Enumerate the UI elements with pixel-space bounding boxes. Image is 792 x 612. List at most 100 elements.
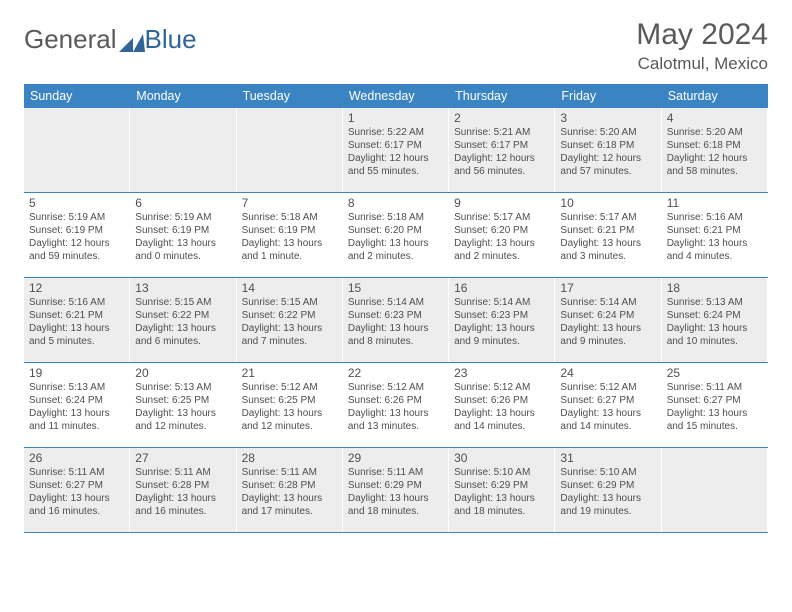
day-cell: 17Sunrise: 5:14 AMSunset: 6:24 PMDayligh… [555, 278, 661, 362]
sunset-line: Sunset: 6:21 PM [29, 310, 124, 323]
daylight-line: Daylight: 12 hours and 55 minutes. [348, 153, 443, 179]
day-cell: 2Sunrise: 5:21 AMSunset: 6:17 PMDaylight… [449, 108, 555, 192]
day-cell [662, 448, 768, 532]
day-cell: 3Sunrise: 5:20 AMSunset: 6:18 PMDaylight… [555, 108, 661, 192]
daylight-line: Daylight: 13 hours and 3 minutes. [560, 238, 655, 264]
calendar: SundayMondayTuesdayWednesdayThursdayFrid… [24, 84, 768, 533]
sunset-line: Sunset: 6:20 PM [454, 225, 549, 238]
day-number: 10 [560, 196, 655, 211]
dow-tuesday: Tuesday [237, 84, 343, 108]
sunrise-line: Sunrise: 5:10 AM [454, 467, 549, 480]
sunset-line: Sunset: 6:26 PM [348, 395, 443, 408]
sunrise-line: Sunrise: 5:10 AM [560, 467, 655, 480]
day-number: 28 [242, 451, 337, 466]
location: Calotmul, Mexico [636, 54, 768, 74]
day-number: 2 [454, 111, 549, 126]
sunset-line: Sunset: 6:17 PM [454, 140, 549, 153]
day-cell: 15Sunrise: 5:14 AMSunset: 6:23 PMDayligh… [343, 278, 449, 362]
sunrise-line: Sunrise: 5:13 AM [667, 297, 762, 310]
sunrise-line: Sunrise: 5:12 AM [560, 382, 655, 395]
sunset-line: Sunset: 6:24 PM [29, 395, 124, 408]
sunset-line: Sunset: 6:25 PM [242, 395, 337, 408]
daylight-line: Daylight: 13 hours and 1 minute. [242, 238, 337, 264]
day-cell: 19Sunrise: 5:13 AMSunset: 6:24 PMDayligh… [24, 363, 130, 447]
day-cell: 10Sunrise: 5:17 AMSunset: 6:21 PMDayligh… [555, 193, 661, 277]
daylight-line: Daylight: 13 hours and 2 minutes. [348, 238, 443, 264]
sunset-line: Sunset: 6:18 PM [667, 140, 762, 153]
day-number: 27 [135, 451, 230, 466]
daylight-line: Daylight: 13 hours and 8 minutes. [348, 323, 443, 349]
day-cell: 25Sunrise: 5:11 AMSunset: 6:27 PMDayligh… [662, 363, 768, 447]
sunset-line: Sunset: 6:28 PM [242, 480, 337, 493]
sunset-line: Sunset: 6:20 PM [348, 225, 443, 238]
day-cell: 26Sunrise: 5:11 AMSunset: 6:27 PMDayligh… [24, 448, 130, 532]
sunset-line: Sunset: 6:19 PM [242, 225, 337, 238]
daylight-line: Daylight: 13 hours and 11 minutes. [29, 408, 124, 434]
day-number: 12 [29, 281, 124, 296]
dow-sunday: Sunday [24, 84, 130, 108]
daylight-line: Daylight: 12 hours and 59 minutes. [29, 238, 124, 264]
daylight-line: Daylight: 13 hours and 2 minutes. [454, 238, 549, 264]
daylight-line: Daylight: 13 hours and 18 minutes. [348, 493, 443, 519]
day-cell: 29Sunrise: 5:11 AMSunset: 6:29 PMDayligh… [343, 448, 449, 532]
day-number: 13 [135, 281, 230, 296]
sunrise-line: Sunrise: 5:11 AM [242, 467, 337, 480]
sunset-line: Sunset: 6:19 PM [29, 225, 124, 238]
sunrise-line: Sunrise: 5:11 AM [135, 467, 230, 480]
day-number: 17 [560, 281, 655, 296]
sunset-line: Sunset: 6:21 PM [667, 225, 762, 238]
daylight-line: Daylight: 13 hours and 12 minutes. [242, 408, 337, 434]
dow-thursday: Thursday [449, 84, 555, 108]
day-cell: 1Sunrise: 5:22 AMSunset: 6:17 PMDaylight… [343, 108, 449, 192]
sunrise-line: Sunrise: 5:14 AM [454, 297, 549, 310]
sunrise-line: Sunrise: 5:17 AM [560, 212, 655, 225]
sunrise-line: Sunrise: 5:16 AM [667, 212, 762, 225]
day-number: 1 [348, 111, 443, 126]
day-number: 7 [242, 196, 337, 211]
day-cell: 9Sunrise: 5:17 AMSunset: 6:20 PMDaylight… [449, 193, 555, 277]
day-cell [24, 108, 130, 192]
week-row: 12Sunrise: 5:16 AMSunset: 6:21 PM Dayligh… [24, 278, 768, 363]
daylight-line: Daylight: 13 hours and 16 minutes. [29, 493, 124, 519]
day-cell: 8Sunrise: 5:18 AMSunset: 6:20 PMDaylight… [343, 193, 449, 277]
day-number: 16 [454, 281, 549, 296]
logo-text-1: General [24, 24, 117, 55]
daylight-line: Daylight: 13 hours and 12 minutes. [135, 408, 230, 434]
daylight-line: Daylight: 13 hours and 16 minutes. [135, 493, 230, 519]
day-cell: 30Sunrise: 5:10 AMSunset: 6:29 PMDayligh… [449, 448, 555, 532]
sunrise-line: Sunrise: 5:15 AM [135, 297, 230, 310]
sunset-line: Sunset: 6:27 PM [29, 480, 124, 493]
sunrise-line: Sunrise: 5:18 AM [348, 212, 443, 225]
day-number: 29 [348, 451, 443, 466]
sunset-line: Sunset: 6:27 PM [667, 395, 762, 408]
daylight-line: Daylight: 12 hours and 56 minutes. [454, 153, 549, 179]
sunrise-line: Sunrise: 5:12 AM [242, 382, 337, 395]
daylight-line: Daylight: 12 hours and 58 minutes. [667, 153, 762, 179]
sunset-line: Sunset: 6:22 PM [242, 310, 337, 323]
sunrise-line: Sunrise: 5:14 AM [560, 297, 655, 310]
sunrise-line: Sunrise: 5:11 AM [667, 382, 762, 395]
sunset-line: Sunset: 6:19 PM [135, 225, 230, 238]
sunrise-line: Sunrise: 5:16 AM [29, 297, 124, 310]
day-cell: 11Sunrise: 5:16 AMSunset: 6:21 PMDayligh… [662, 193, 768, 277]
day-cell: 21Sunrise: 5:12 AMSunset: 6:25 PMDayligh… [237, 363, 343, 447]
day-number: 14 [242, 281, 337, 296]
month-title: May 2024 [636, 18, 768, 52]
sunset-line: Sunset: 6:26 PM [454, 395, 549, 408]
day-number: 9 [454, 196, 549, 211]
sunrise-line: Sunrise: 5:12 AM [454, 382, 549, 395]
daylight-line: Daylight: 13 hours and 9 minutes. [454, 323, 549, 349]
daylight-line: Daylight: 13 hours and 6 minutes. [135, 323, 230, 349]
sunset-line: Sunset: 6:28 PM [135, 480, 230, 493]
sunset-line: Sunset: 6:29 PM [454, 480, 549, 493]
day-number: 4 [667, 111, 762, 126]
day-number: 24 [560, 366, 655, 381]
day-number: 3 [560, 111, 655, 126]
week-row: 1Sunrise: 5:22 AMSunset: 6:17 PMDaylight… [24, 108, 768, 193]
day-number: 15 [348, 281, 443, 296]
day-number: 8 [348, 196, 443, 211]
day-cell: 16Sunrise: 5:14 AMSunset: 6:23 PMDayligh… [449, 278, 555, 362]
day-number: 20 [135, 366, 230, 381]
sunset-line: Sunset: 6:27 PM [560, 395, 655, 408]
daylight-line: Daylight: 13 hours and 0 minutes. [135, 238, 230, 264]
